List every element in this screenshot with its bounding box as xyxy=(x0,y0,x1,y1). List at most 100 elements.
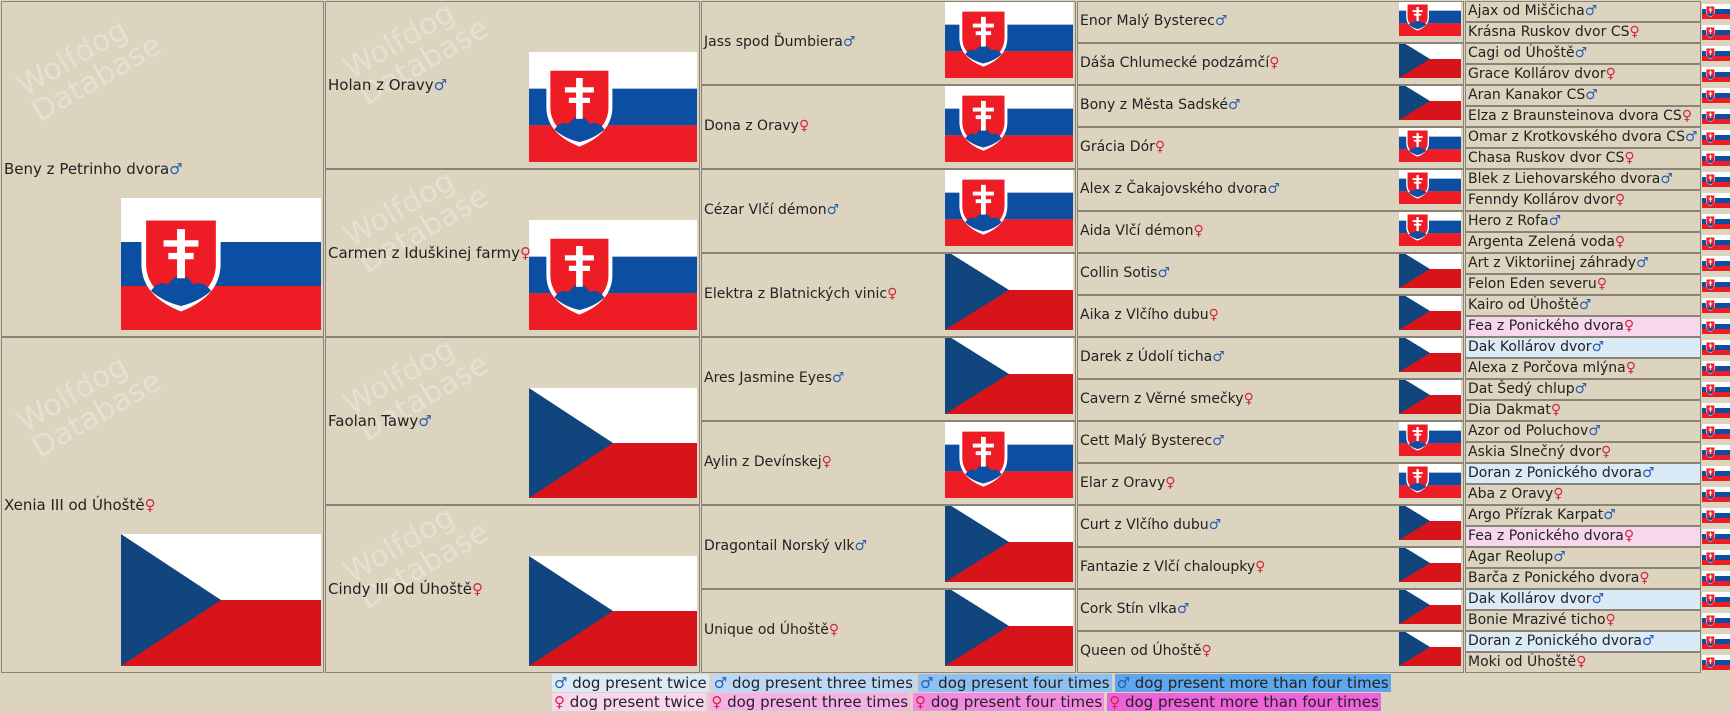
dog-name-link[interactable]: Xenia III od Úhoště♀ xyxy=(4,496,156,514)
dog-name-link[interactable]: Cett Malý Bysterec♂ xyxy=(1080,433,1225,449)
dog-name-link[interactable]: Art z Viktoriinej záhrady♂ xyxy=(1468,255,1649,271)
dog-cell[interactable]: Dak Kollárov dvor♂ xyxy=(1465,337,1701,358)
dog-cell[interactable]: Wolfdog Database Beny z Petrinho dvora♂ xyxy=(1,1,324,337)
dog-name-link[interactable]: Dáša Chlumecké podzámčí♀ xyxy=(1080,55,1279,71)
dog-name-link[interactable]: Cindy III Od Úhoště♀ xyxy=(328,580,483,598)
dog-cell[interactable]: Dat Šedý chlup♂ xyxy=(1465,379,1701,400)
dog-cell[interactable]: Fenndy Kollárov dvor♀ xyxy=(1465,190,1701,211)
dog-name-link[interactable]: Faolan Tawy♂ xyxy=(328,412,432,430)
dog-cell[interactable]: Doran z Ponického dvora♂ xyxy=(1465,631,1701,652)
dog-cell[interactable]: Askia Slnečný dvor♀ xyxy=(1465,442,1701,463)
dog-cell[interactable]: Grace Kollárov dvor♀ xyxy=(1465,64,1701,85)
dog-cell[interactable]: Enor Malý Bysterec♂ xyxy=(1077,1,1464,43)
dog-name-link[interactable]: Carmen z Iduškinej farmy♀ xyxy=(328,244,531,262)
dog-cell[interactable]: Argenta Zelená voda♀ xyxy=(1465,232,1701,253)
dog-cell[interactable]: Wolfdog Database Faolan Tawy♂ xyxy=(325,337,700,505)
dog-cell[interactable]: Aika z Vlčího dubu♀ xyxy=(1077,295,1464,337)
dog-name-link[interactable]: Azor od Poluchov♂ xyxy=(1468,423,1601,439)
dog-name-link[interactable]: Alex z Čakajovského dvora♂ xyxy=(1080,181,1280,197)
dog-name-link[interactable]: Elar z Oravy♀ xyxy=(1080,475,1176,491)
dog-name-link[interactable]: Dak Kollárov dvor♂ xyxy=(1466,338,1605,355)
dog-name-link[interactable]: Dona z Oravy♀ xyxy=(704,118,809,134)
dog-cell[interactable]: Azor od Poluchov♂ xyxy=(1465,421,1701,442)
dog-cell[interactable]: Curt z Vlčího dubu♂ xyxy=(1077,505,1464,547)
dog-name-link[interactable]: Queen od Úhoště♀ xyxy=(1080,643,1212,659)
dog-cell[interactable]: Grácia Dór♀ xyxy=(1077,127,1464,169)
dog-name-link[interactable]: Fea z Ponického dvora♀ xyxy=(1466,527,1635,544)
dog-cell[interactable]: Cork Stín vlka♂ xyxy=(1077,589,1464,631)
dog-cell[interactable]: Bonie Mrazivé ticho♀ xyxy=(1465,610,1701,631)
dog-cell[interactable]: Wolfdog Database Holan z Oravy♂ xyxy=(325,1,700,169)
dog-name-link[interactable]: Dragontail Norský vlk♂ xyxy=(704,538,867,554)
dog-name-link[interactable]: Askia Slnečný dvor♀ xyxy=(1468,444,1611,460)
dog-name-link[interactable]: Jass spod Ďumbiera♂ xyxy=(704,34,855,50)
dog-cell[interactable]: Alex z Čakajovského dvora♂ xyxy=(1077,169,1464,211)
dog-name-link[interactable]: Holan z Oravy♂ xyxy=(328,76,447,94)
dog-name-link[interactable]: Aran Kanakor CS♂ xyxy=(1468,87,1598,103)
dog-name-link[interactable]: Ajax od Miščicha♂ xyxy=(1468,3,1597,19)
dog-cell[interactable]: Doran z Ponického dvora♂ xyxy=(1465,463,1701,484)
dog-name-link[interactable]: Bonie Mrazivé ticho♀ xyxy=(1468,612,1616,628)
dog-cell[interactable]: Barča z Ponického dvora♀ xyxy=(1465,568,1701,589)
dog-cell[interactable]: Ajax od Miščicha♂ xyxy=(1465,1,1701,22)
dog-cell[interactable]: Argo Přízrak Karpat♂ xyxy=(1465,505,1701,526)
dog-name-link[interactable]: Cézar Vlčí démon♂ xyxy=(704,202,839,218)
dog-name-link[interactable]: Kairo od Úhoště♂ xyxy=(1468,297,1591,313)
dog-cell[interactable]: Elektra z Blatnických vinic♀ xyxy=(701,253,1076,337)
dog-cell[interactable]: Elar z Oravy♀ xyxy=(1077,463,1464,505)
dog-cell[interactable]: Felon Eden severu♀ xyxy=(1465,274,1701,295)
dog-cell[interactable]: Fantazie z Vlčí chaloupky♀ xyxy=(1077,547,1464,589)
dog-name-link[interactable]: Cagi od Úhoště♂ xyxy=(1468,45,1587,61)
dog-name-link[interactable]: Doran z Ponického dvora♂ xyxy=(1466,464,1655,481)
dog-name-link[interactable]: Agar Reolup♂ xyxy=(1468,549,1566,565)
dog-name-link[interactable]: Felon Eden severu♀ xyxy=(1468,276,1607,292)
dog-name-link[interactable]: Aba z Oravy♀ xyxy=(1468,486,1563,502)
dog-name-link[interactable]: Grace Kollárov dvor♀ xyxy=(1468,66,1616,82)
dog-name-link[interactable]: Cork Stín vlka♂ xyxy=(1080,601,1189,617)
dog-cell[interactable]: Krásna Ruskov dvor CS♀ xyxy=(1465,22,1701,43)
dog-name-link[interactable]: Collin Sotis♂ xyxy=(1080,265,1170,281)
dog-name-link[interactable]: Dia Dakmat♀ xyxy=(1468,402,1561,418)
dog-cell[interactable]: Aylin z Devínskej♀ xyxy=(701,421,1076,505)
dog-name-link[interactable]: Bony z Města Sadské♂ xyxy=(1080,97,1241,113)
dog-name-link[interactable]: Fantazie z Vlčí chaloupky♀ xyxy=(1080,559,1265,575)
dog-cell[interactable]: Wolfdog Database Xenia III od Úhoště♀ xyxy=(1,337,324,673)
dog-cell[interactable]: Dia Dakmat♀ xyxy=(1465,400,1701,421)
dog-cell[interactable]: Chasa Ruskov dvor CS♀ xyxy=(1465,148,1701,169)
dog-cell[interactable]: Hero z Rofa♂ xyxy=(1465,211,1701,232)
dog-name-link[interactable]: Elza z Braunsteinova dvora CS♀ xyxy=(1468,108,1692,124)
dog-cell[interactable]: Alexa z Porčova mlýna♀ xyxy=(1465,358,1701,379)
dog-cell[interactable]: Cézar Vlčí démon♂ xyxy=(701,169,1076,253)
dog-name-link[interactable]: Blek z Liehovarského dvora♂ xyxy=(1468,171,1673,187)
dog-cell[interactable]: Wolfdog Database Carmen z Iduškinej farmy♀ xyxy=(325,169,700,337)
dog-name-link[interactable]: Argenta Zelená voda♀ xyxy=(1468,234,1625,250)
dog-cell[interactable]: Unique od Úhoště♀ xyxy=(701,589,1076,673)
dog-name-link[interactable]: Fea z Ponického dvora♀ xyxy=(1466,317,1635,334)
dog-name-link[interactable]: Omar z Krotkovského dvora CS♂ xyxy=(1468,129,1698,145)
dog-name-link[interactable]: Aika z Vlčího dubu♀ xyxy=(1080,307,1219,323)
dog-name-link[interactable]: Argo Přízrak Karpat♂ xyxy=(1468,507,1616,523)
dog-name-link[interactable]: Cavern z Věrné smečky♀ xyxy=(1080,391,1254,407)
dog-cell[interactable]: Dragontail Norský vlk♂ xyxy=(701,505,1076,589)
dog-name-link[interactable]: Ares Jasmine Eyes♂ xyxy=(704,370,844,386)
dog-name-link[interactable]: Aylin z Devínskej♀ xyxy=(704,454,832,470)
dog-cell[interactable]: Elza z Braunsteinova dvora CS♀ xyxy=(1465,106,1701,127)
dog-cell[interactable]: Fea z Ponického dvora♀ xyxy=(1465,316,1701,337)
dog-name-link[interactable]: Darek z Údolí ticha♂ xyxy=(1080,349,1225,365)
dog-cell[interactable]: Omar z Krotkovského dvora CS♂ xyxy=(1465,127,1701,148)
dog-name-link[interactable]: Alexa z Porčova mlýna♀ xyxy=(1468,360,1636,376)
dog-cell[interactable]: Moki od Úhoště♀ xyxy=(1465,652,1701,673)
dog-name-link[interactable]: Curt z Vlčího dubu♂ xyxy=(1080,517,1221,533)
dog-cell[interactable]: Agar Reolup♂ xyxy=(1465,547,1701,568)
dog-cell[interactable]: Aida Vlčí démon♀ xyxy=(1077,211,1464,253)
dog-cell[interactable]: Aran Kanakor CS♂ xyxy=(1465,85,1701,106)
dog-name-link[interactable]: Beny z Petrinho dvora♂ xyxy=(4,160,183,178)
dog-cell[interactable]: Cavern z Věrné smečky♀ xyxy=(1077,379,1464,421)
dog-cell[interactable]: Jass spod Ďumbiera♂ xyxy=(701,1,1076,85)
dog-name-link[interactable]: Doran z Ponického dvora♂ xyxy=(1466,632,1655,649)
dog-cell[interactable]: Queen od Úhoště♀ xyxy=(1077,631,1464,673)
dog-cell[interactable]: Fea z Ponického dvora♀ xyxy=(1465,526,1701,547)
dog-name-link[interactable]: Unique od Úhoště♀ xyxy=(704,622,839,638)
dog-name-link[interactable]: Dak Kollárov dvor♂ xyxy=(1466,590,1605,607)
dog-cell[interactable]: Cett Malý Bysterec♂ xyxy=(1077,421,1464,463)
